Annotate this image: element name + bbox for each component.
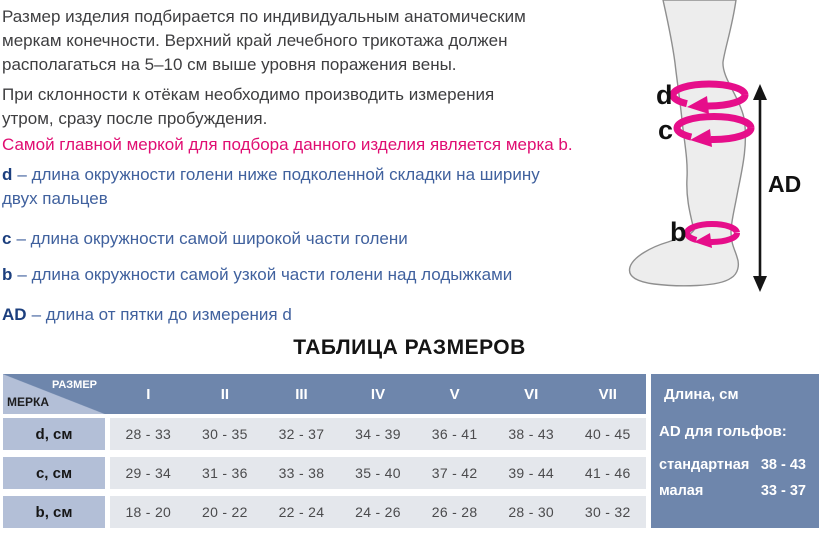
length-standard-value: 38 - 43 (760, 457, 806, 473)
length-arrowhead-bottom (753, 276, 767, 292)
cell-c-6: 39 - 44 (508, 465, 555, 481)
diagram-label-b: b (670, 217, 687, 247)
measure-desc-d: – длина окружности голени ниже подколенн… (17, 165, 540, 184)
circumference-arrow-icon-c (673, 113, 755, 143)
measure-definition-ad: AD – длина от пятки до измерения d (2, 303, 292, 327)
cell-c-1: 29 - 34 (125, 465, 172, 481)
cell-b-7: 30 - 32 (584, 504, 631, 520)
circumference-arrowhead-b (694, 233, 712, 248)
corner-label-size: РАЗМЕР (51, 379, 97, 391)
measure-key-b: b (2, 265, 13, 284)
length-arrowhead-top (753, 84, 767, 100)
length-panel: Длина, см AD для гольфов: стандартная 38… (651, 374, 819, 528)
column-header-1: I (146, 385, 151, 403)
intro-paragraph-2: При склонности к отёкам необходимо произ… (2, 83, 494, 131)
corner-label-measure: МЕРКА (7, 395, 49, 409)
cell-c-4: 35 - 40 (355, 465, 401, 481)
length-row-standard: стандартная 38 - 43 (659, 457, 806, 473)
measure-key-d: d (2, 165, 13, 184)
cell-c-3: 33 - 38 (278, 465, 325, 481)
cell-b-6: 28 - 30 (508, 504, 555, 520)
measure-desc-c: – длина окружности самой широкой части г… (16, 229, 408, 248)
intro-p1-line3: располагаться на 5–10 см выше уровня пор… (2, 55, 457, 74)
intro-p1-line1: Размер изделия подбирается по индивидуал… (2, 7, 526, 26)
size-table-header-cells: I II III IV V VI VII (105, 374, 646, 414)
column-header-3: III (295, 385, 308, 403)
size-table-title: ТАБЛИЦА РАЗМЕРОВ (293, 336, 526, 359)
circumference-arrow-icon-b (684, 221, 740, 245)
intro-paragraph-1: Размер изделия подбирается по индивидуал… (2, 5, 526, 77)
length-short-label: малая (659, 483, 704, 499)
cell-d-7: 40 - 45 (584, 426, 631, 442)
cell-d-2: 30 - 35 (202, 426, 248, 442)
cell-c-7: 41 - 46 (584, 465, 631, 481)
column-header-2: II (220, 385, 230, 403)
table-row-c: c, см 29 - 34 31 - 36 33 - 38 35 - 40 37… (3, 457, 646, 489)
size-table-corner-cell: РАЗМЕР МЕРКА (3, 374, 105, 414)
circumference-arrow-icon-d (669, 80, 749, 110)
size-table: РАЗМЕР МЕРКА I II III IV V VI VII d, см … (3, 374, 646, 528)
measure-desc-ad: – длина от пятки до измерения d (31, 305, 292, 324)
cell-d-1: 28 - 33 (125, 426, 172, 442)
row-label-b: b, см (3, 496, 105, 528)
diagram-label-ad: AD (768, 171, 801, 197)
row-label-d: d, см (3, 418, 105, 450)
intro-p2-line1: При склонности к отёкам необходимо произ… (2, 85, 495, 104)
length-short-value: 33 - 37 (760, 483, 806, 499)
row-label-c: c, см (3, 457, 105, 489)
measure-definition-c: c – длина окружности самой широкой части … (2, 227, 408, 251)
size-table-header: РАЗМЕР МЕРКА I II III IV V VI VII (3, 374, 646, 414)
cell-b-4: 24 - 26 (355, 504, 401, 520)
cell-c-2: 31 - 36 (202, 465, 248, 481)
intro-p2-line2: утром, сразу после пробуждения. (2, 109, 268, 128)
highlight-note: Самой главной меркой для подбора данного… (2, 135, 573, 154)
cell-b-2: 20 - 22 (202, 504, 248, 520)
table-row-d: d, см 28 - 33 30 - 35 32 - 37 34 - 39 36… (3, 418, 646, 450)
cell-b-5: 26 - 28 (431, 504, 478, 520)
cell-c-5: 37 - 42 (431, 465, 478, 481)
measure-desc-b: – длина окружности самой узкой части гол… (17, 265, 513, 284)
measure-key-c: c (2, 229, 12, 248)
cell-b-1: 18 - 20 (125, 504, 172, 520)
row-cells-b: 18 - 20 20 - 22 22 - 24 24 - 26 26 - 28 … (110, 496, 646, 528)
intro-p1-line2: меркам конечности. Верхний край лечебног… (2, 31, 508, 50)
column-header-6: VI (524, 385, 539, 403)
circumference-arrowhead-c (690, 129, 712, 147)
cell-d-3: 32 - 37 (278, 426, 325, 442)
measure-definition-d: d – длина окружности голени ниже подколен… (2, 163, 540, 211)
measure-desc-d-line2: двух пальцев (2, 189, 108, 208)
measure-definition-b: b – длина окружности самой узкой части го… (2, 263, 512, 287)
row-cells-c: 29 - 34 31 - 36 33 - 38 35 - 40 37 - 42 … (110, 457, 646, 489)
length-panel-title: Длина, см (664, 386, 739, 403)
measure-key-ad: AD (2, 305, 27, 324)
diagram-label-c: c (658, 115, 673, 145)
table-row-b: b, см 18 - 20 20 - 22 22 - 24 24 - 26 26… (3, 496, 646, 528)
circumference-arrowhead-d (687, 96, 709, 114)
length-standard-label: стандартная (659, 457, 750, 473)
column-header-7: VII (598, 385, 617, 403)
cell-d-4: 34 - 39 (355, 426, 401, 442)
leg-measurement-diagram: d c b AD (628, 0, 801, 292)
row-cells-d: 28 - 33 30 - 35 32 - 37 34 - 39 36 - 41 … (110, 418, 646, 450)
column-header-4: IV (370, 385, 386, 403)
length-row-short: малая 33 - 37 (659, 483, 806, 499)
diagram-label-d: d (656, 80, 673, 110)
cell-d-5: 36 - 41 (431, 426, 478, 442)
cell-b-3: 22 - 24 (278, 504, 325, 520)
column-header-5: V (449, 385, 460, 403)
length-panel-subtitle: AD для гольфов: (659, 423, 787, 440)
cell-d-6: 38 - 43 (508, 426, 555, 442)
